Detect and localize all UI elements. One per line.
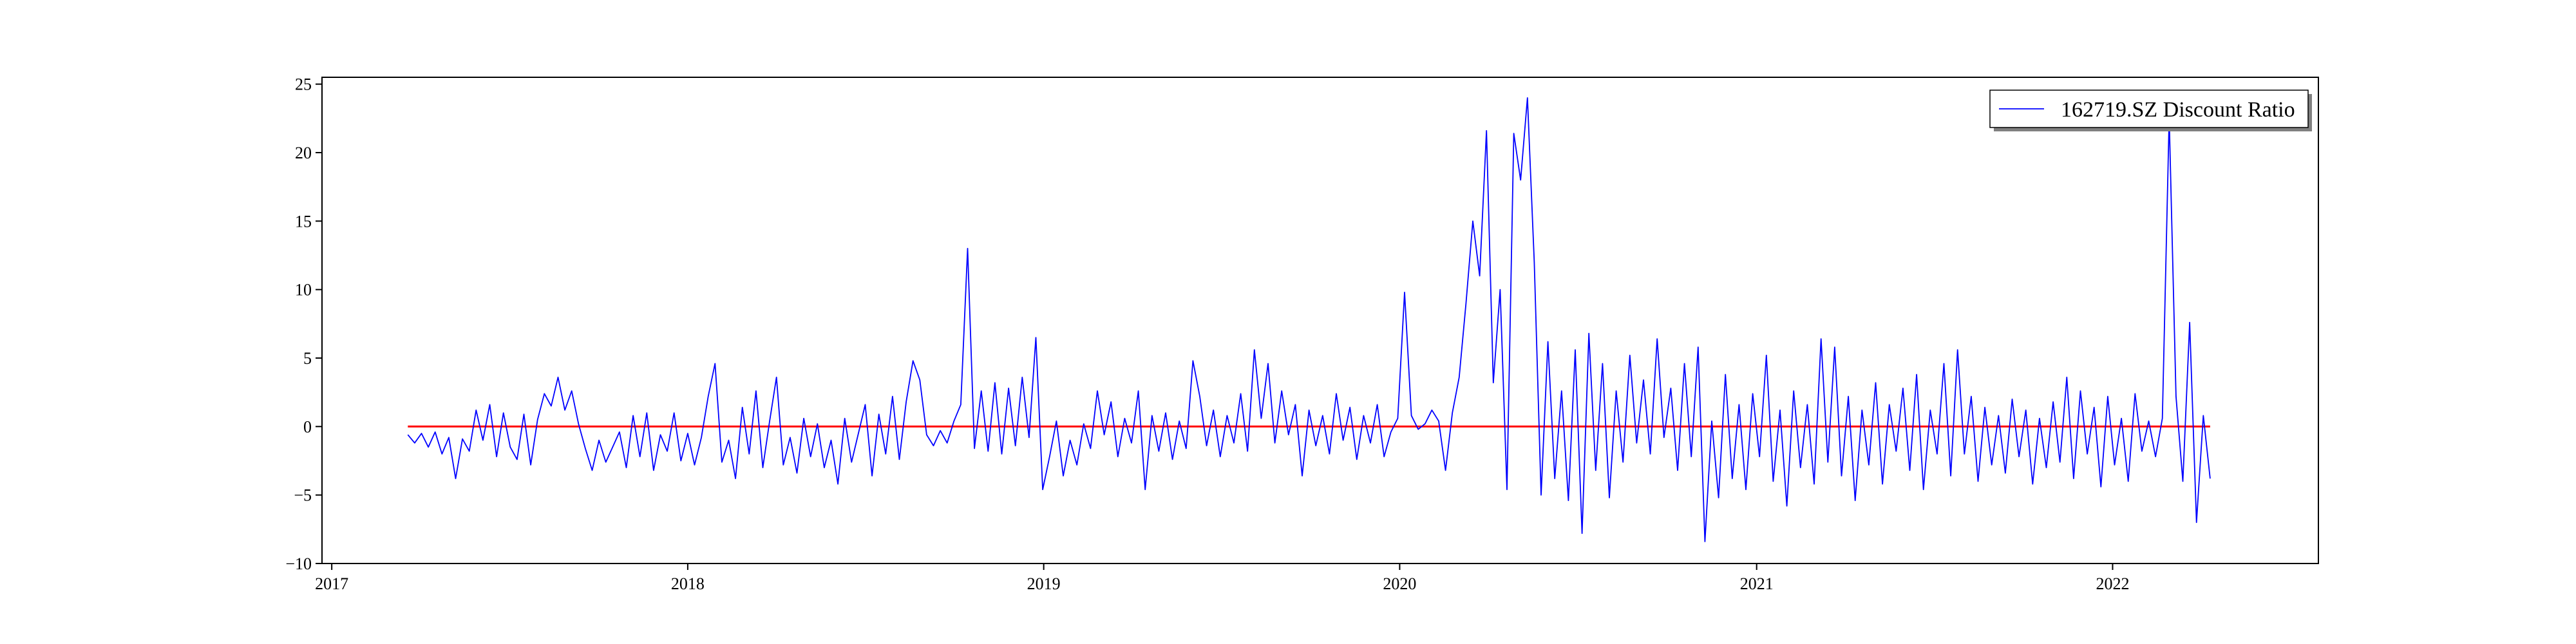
x-tick-label: 2017 — [315, 574, 348, 593]
y-tick-label: −10 — [285, 554, 312, 573]
y-tick-label: 25 — [295, 75, 312, 94]
x-axis: 2017 2018 2019 2020 2021 2022 — [315, 564, 2129, 593]
x-tick-label: 2021 — [1740, 574, 1774, 593]
x-tick-label: 2020 — [1383, 574, 1416, 593]
y-tick-label: 10 — [295, 281, 312, 299]
legend: 162719.SZ Discount Ratio — [1989, 90, 2312, 131]
x-tick-label: 2018 — [671, 574, 705, 593]
discount-ratio-series-line — [407, 97, 2211, 542]
y-tick-label: 20 — [295, 144, 312, 162]
y-tick-label: −5 — [294, 486, 312, 505]
legend-label: 162719.SZ Discount Ratio — [2061, 98, 2295, 122]
y-tick-label: 15 — [295, 212, 312, 231]
y-tick-label: 5 — [303, 349, 312, 368]
plot-frame — [321, 77, 2319, 564]
y-tick-label: 0 — [303, 417, 312, 436]
x-tick-label: 2019 — [1027, 574, 1061, 593]
plot-area — [407, 97, 2211, 542]
y-axis: −10 −5 0 5 10 15 20 25 — [285, 75, 322, 573]
x-tick-label: 2022 — [2096, 574, 2129, 593]
